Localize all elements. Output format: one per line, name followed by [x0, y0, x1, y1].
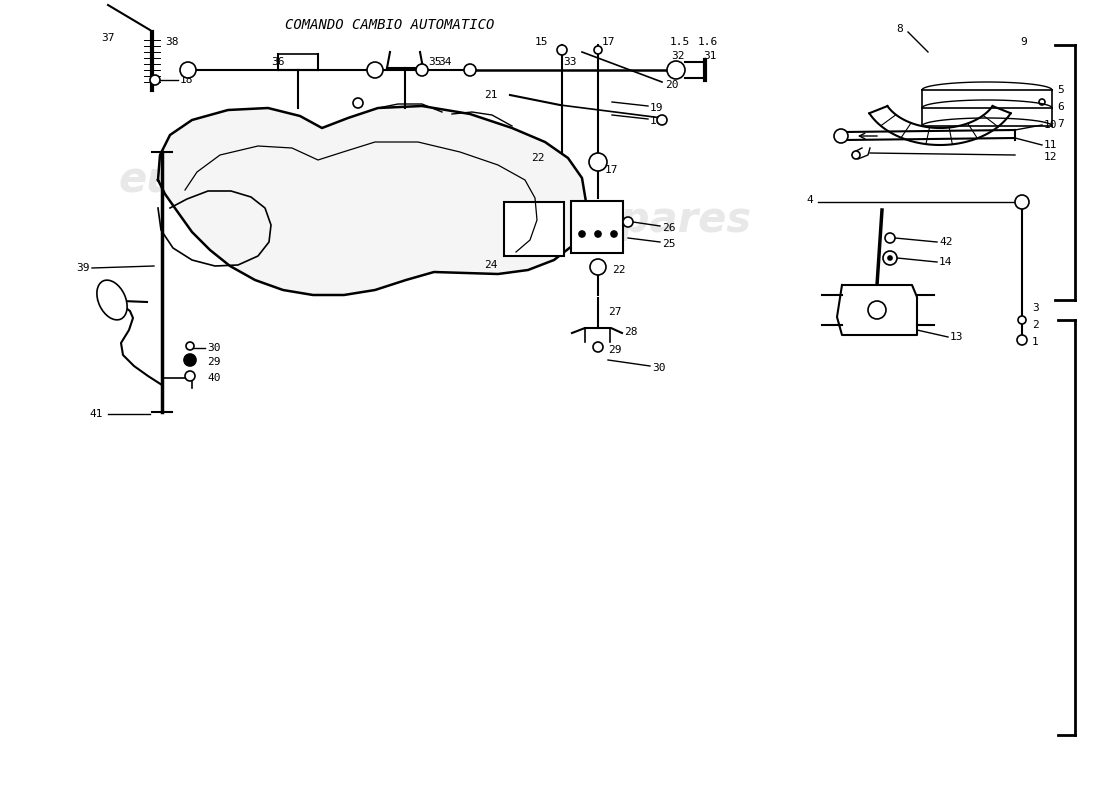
Polygon shape [158, 106, 586, 295]
Text: 4: 4 [806, 195, 813, 205]
Circle shape [180, 62, 196, 78]
Circle shape [623, 217, 632, 227]
Text: 31: 31 [703, 51, 717, 61]
Text: 27: 27 [608, 307, 622, 317]
Text: 10: 10 [1044, 120, 1057, 130]
Text: 22: 22 [531, 153, 544, 163]
Circle shape [667, 61, 685, 79]
Circle shape [868, 301, 886, 319]
Text: eurospares: eurospares [119, 159, 382, 201]
Text: 22: 22 [612, 265, 626, 275]
Text: 15: 15 [535, 37, 548, 47]
Text: 1.6: 1.6 [698, 37, 718, 47]
Circle shape [557, 45, 566, 55]
Text: 33: 33 [563, 57, 576, 67]
Circle shape [888, 256, 892, 260]
Text: 2: 2 [1032, 320, 1038, 330]
Text: 34: 34 [438, 57, 452, 67]
Circle shape [184, 354, 196, 366]
Text: 30: 30 [652, 363, 666, 373]
Text: 25: 25 [662, 239, 675, 249]
Circle shape [1018, 335, 1027, 345]
Circle shape [186, 342, 194, 350]
Circle shape [464, 64, 476, 76]
Text: 21: 21 [484, 90, 498, 100]
FancyBboxPatch shape [504, 202, 564, 256]
Polygon shape [837, 285, 917, 335]
Text: 1: 1 [1032, 337, 1038, 347]
Circle shape [657, 115, 667, 125]
Text: eurospares: eurospares [488, 199, 751, 241]
Circle shape [610, 231, 617, 237]
Text: 6: 6 [1057, 102, 1064, 112]
Text: 11: 11 [1044, 140, 1057, 150]
Text: 8: 8 [896, 24, 903, 34]
Circle shape [886, 233, 895, 243]
Polygon shape [869, 106, 1011, 145]
Text: 40: 40 [207, 373, 220, 383]
Circle shape [852, 151, 860, 159]
Text: COMANDO CAMBIO AUTOMATICO: COMANDO CAMBIO AUTOMATICO [285, 18, 495, 32]
Text: 3: 3 [1032, 303, 1038, 313]
Text: 30: 30 [207, 343, 220, 353]
Text: 24: 24 [484, 260, 498, 270]
Text: 19: 19 [650, 103, 663, 113]
Circle shape [353, 98, 363, 108]
Circle shape [588, 153, 607, 171]
Text: 20: 20 [666, 80, 679, 90]
Circle shape [590, 259, 606, 275]
Circle shape [579, 231, 585, 237]
Text: 35: 35 [428, 57, 442, 67]
Circle shape [185, 371, 195, 381]
Text: 13: 13 [950, 332, 964, 342]
Circle shape [150, 75, 160, 85]
Text: 5: 5 [1057, 85, 1064, 95]
Circle shape [1018, 316, 1026, 324]
Circle shape [595, 231, 601, 237]
Text: 1.5: 1.5 [670, 37, 691, 47]
Text: 42: 42 [939, 237, 953, 247]
Text: 41: 41 [89, 409, 103, 419]
Text: 36: 36 [272, 57, 285, 67]
Circle shape [1015, 195, 1028, 209]
Text: 37: 37 [101, 33, 116, 43]
Text: 39: 39 [77, 263, 90, 273]
Text: 38: 38 [165, 37, 178, 47]
Text: 12: 12 [1044, 152, 1057, 162]
Circle shape [367, 62, 383, 78]
Text: 28: 28 [624, 327, 638, 337]
Circle shape [834, 129, 848, 143]
Text: 23: 23 [544, 222, 558, 232]
Text: 17: 17 [605, 165, 618, 175]
Ellipse shape [97, 280, 128, 320]
Circle shape [1040, 99, 1045, 105]
Text: 18: 18 [650, 116, 663, 126]
FancyBboxPatch shape [571, 201, 623, 253]
Text: 26: 26 [662, 223, 675, 233]
Text: 29: 29 [608, 345, 622, 355]
Circle shape [594, 46, 602, 54]
Text: 17: 17 [602, 37, 616, 47]
Circle shape [593, 342, 603, 352]
Text: 18: 18 [180, 75, 194, 85]
Text: 29: 29 [207, 357, 220, 367]
Circle shape [416, 64, 428, 76]
Text: 32: 32 [671, 51, 684, 61]
Text: 7: 7 [1057, 119, 1064, 129]
Text: 14: 14 [939, 257, 953, 267]
Text: 9: 9 [1020, 37, 1026, 47]
Circle shape [883, 251, 896, 265]
